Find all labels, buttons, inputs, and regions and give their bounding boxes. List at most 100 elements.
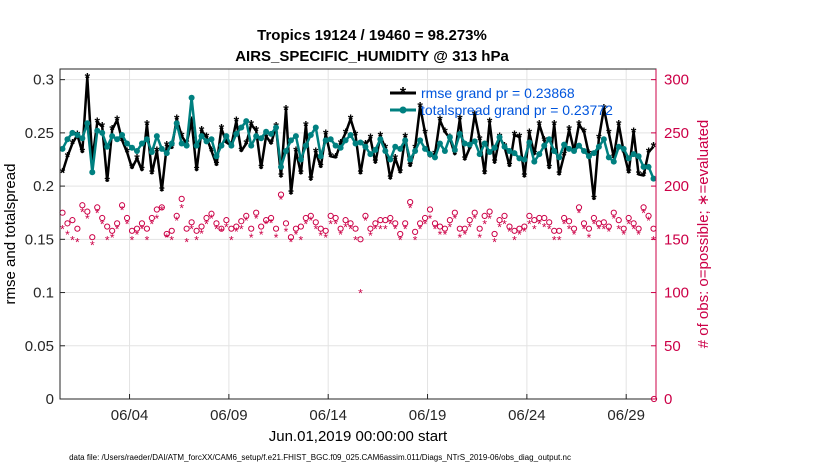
totalspread-point [178,140,185,147]
obs-evaluated-marker: * [254,212,259,226]
obs-possible-marker [446,217,453,224]
totalspread-point [491,144,498,151]
obs-possible-marker [312,219,319,226]
totalspread-point [511,150,518,157]
obs-evaluated-marker: * [621,228,626,242]
x-tick-label: 06/04 [111,407,149,424]
obs-evaluated-marker: * [502,217,507,231]
rmse-point: * [522,169,528,185]
totalspread-point [595,143,602,150]
totalspread-point [610,158,617,165]
rmse-point: * [159,182,165,198]
totalspread-point [506,147,513,154]
obs-evaluated-marker: * [294,228,299,242]
obs-evaluated-marker: * [125,217,130,231]
obs-possible-marker [570,225,578,232]
totalspread-point [119,132,126,138]
obs-evaluated-marker: * [602,223,607,237]
obs-evaluated-marker: * [457,231,462,245]
obs-evaluated-marker: * [189,223,194,237]
obs-evaluated-marker: * [373,223,378,237]
obs-possible-marker [441,225,449,232]
obs-possible-marker [277,191,285,198]
rmse-point: * [239,143,245,159]
obs-possible-marker [506,223,513,230]
obs-evaluated-marker: * [418,223,423,237]
obs-possible-marker [302,214,309,222]
obs-evaluated-marker: * [428,212,433,226]
obs-possible-marker [466,217,473,224]
obs-evaluated-marker: * [497,221,502,235]
totalspread-point [248,142,255,149]
obs-possible-marker [243,212,250,220]
totalspread-point [481,140,488,147]
obs-possible-marker [163,230,170,238]
totalspread-point [124,140,131,147]
rmse-point: * [467,140,473,156]
y-right-tick-label: 50 [664,338,681,355]
obs-evaluated-marker: * [169,233,174,247]
obs-evaluated-marker: * [179,201,184,215]
rmse-point: * [114,112,120,128]
obs-evaluated-marker: * [279,193,284,207]
totalspread-point [208,136,215,143]
totalspread-point [367,151,374,158]
obs-evaluated-marker: * [244,214,249,228]
obs-evaluated-marker: * [492,235,497,249]
obs-evaluated-marker: * [606,225,611,239]
obs-evaluated-marker: * [274,231,279,245]
obs-evaluated-marker: * [348,223,353,237]
rmse-point: * [248,116,254,132]
rmse-point: * [343,125,349,141]
totalspread-point [109,133,116,140]
obs-evaluated-marker: * [522,225,527,239]
totalspread-point [347,132,354,138]
obs-possible-marker [526,212,533,220]
obs-evaluated-marker: * [105,233,110,247]
y-left-axis-label: rmse and totalspread [2,164,19,305]
obs-possible-marker [104,223,111,230]
rmse-point: * [328,148,334,164]
obs-possible-marker [143,225,151,232]
obs-possible-marker [99,214,106,222]
totalspread-point [233,130,240,137]
totalspread-point [312,124,319,131]
rmse-point: * [551,116,557,132]
obs-evaluated-marker: * [155,212,160,226]
obs-evaluated-marker: * [542,221,547,235]
obs-possible-marker [580,220,588,227]
obs-evaluated-marker: * [482,217,487,231]
totalspread-point [342,137,349,144]
obs-possible-marker [337,225,344,232]
rmse-point: * [482,165,488,181]
obs-evaluated-marker: * [338,228,343,242]
obs-evaluated-marker: * [135,228,140,242]
totalspread-point [556,154,563,161]
totalspread-point [516,155,523,162]
totalspread-point [600,136,607,143]
obs-evaluated-marker: * [597,223,602,237]
obs-possible-marker [426,206,434,213]
rmse-point: * [437,112,443,128]
rmse-point: * [263,128,269,144]
obs-possible-marker [556,227,563,234]
rmse-point: * [204,129,210,145]
totalspread-point [183,142,190,149]
obs-evaluated-marker: * [80,206,85,220]
y-left-tick-label: 0.2 [33,178,54,195]
rmse-point: * [457,111,463,127]
obs-evaluated-marker: * [453,212,458,226]
obs-possible-marker [133,225,141,232]
obs-evaluated-marker: * [537,217,542,231]
obs-evaluated-marker: * [507,225,512,239]
rmse-point: * [90,151,96,167]
obs-possible-marker [561,214,568,222]
totalspread-point [133,147,140,154]
obs-evaluated-marker: * [90,239,95,253]
rmse-point: * [472,107,478,123]
obs-evaluated-marker: * [582,223,587,237]
rmse-point: * [224,134,230,150]
obs-evaluated-marker: * [234,225,239,239]
obs-possible-marker [128,227,136,234]
totalspread-point [427,151,434,158]
